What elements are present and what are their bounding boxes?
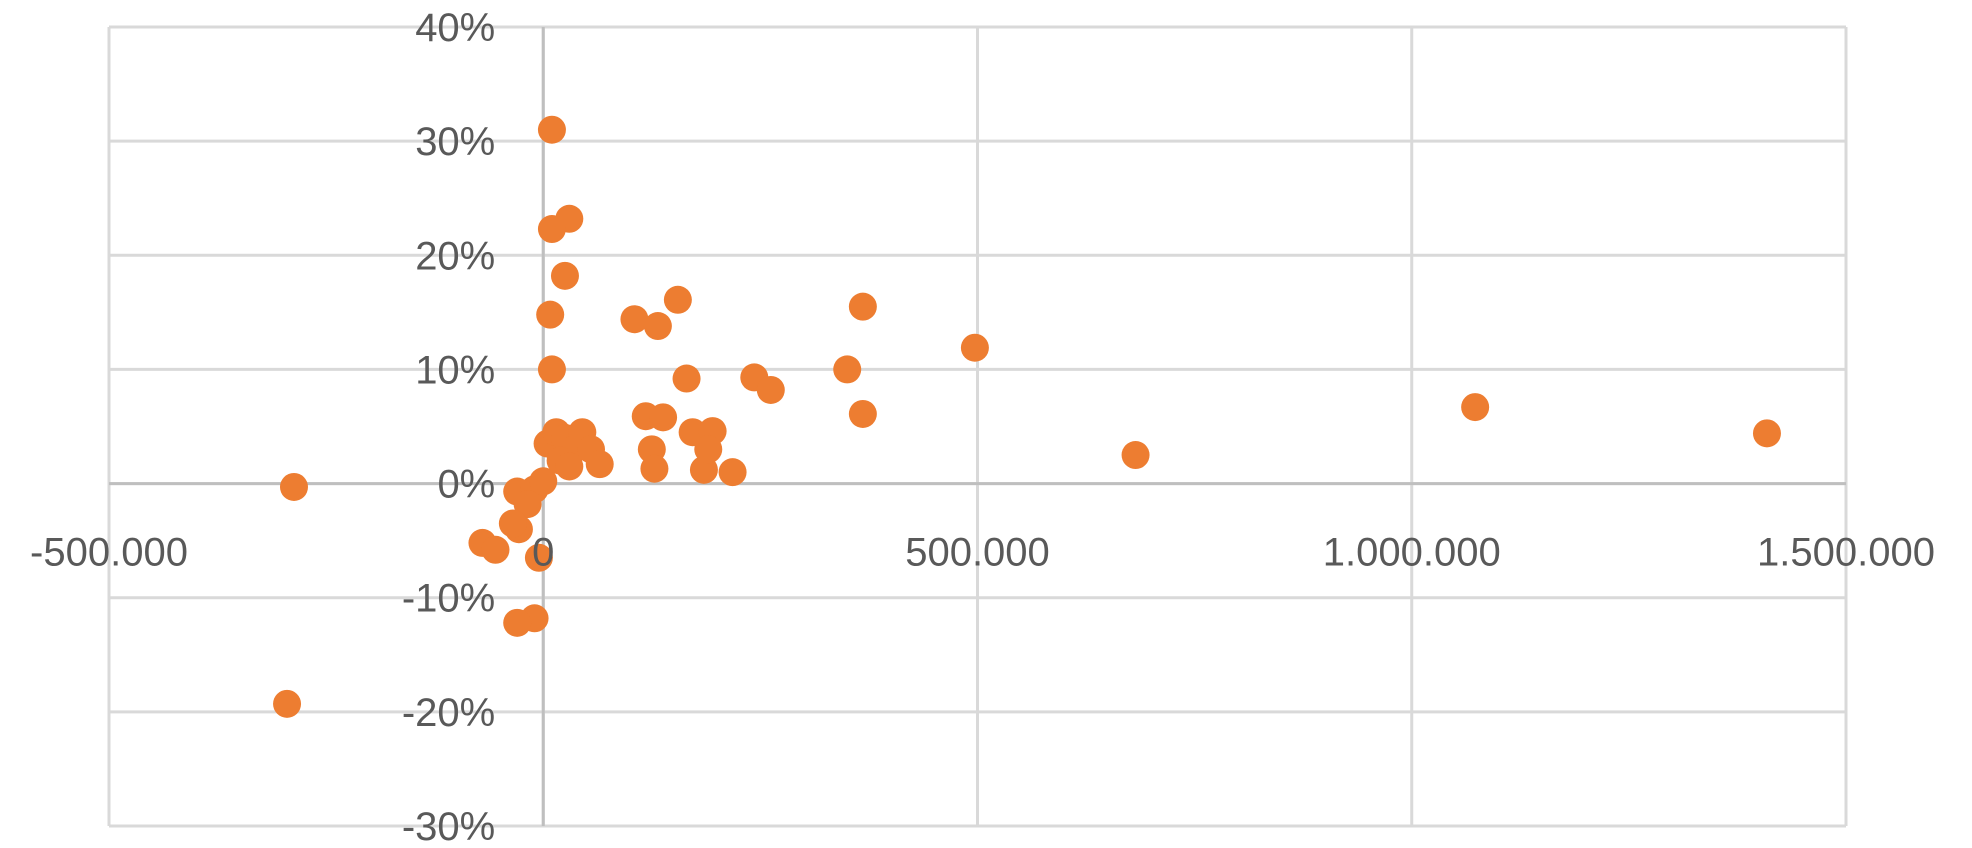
data-point [756,375,785,404]
data-points [273,115,1781,718]
data-point [537,215,566,244]
data-point [663,285,692,314]
y-tick-label: 0% [437,463,495,507]
data-point [537,355,566,384]
data-point [620,305,649,334]
data-point [498,509,527,538]
data-point [848,292,877,321]
data-point [694,435,723,464]
data-point [550,261,579,290]
axes [109,27,1846,826]
y-tick-label: 20% [415,234,495,278]
tick-labels: -30% -20% -10% 0% 10% 20% 30% 40% -500.000 0 500.0… [30,6,1935,848]
y-tick-label: 10% [415,348,495,392]
x-tick-label: 1.500.000 [1757,531,1935,575]
data-point [529,467,558,496]
data-point [649,403,678,432]
data-point [273,689,302,718]
y-tick-label: 30% [415,120,495,164]
data-point [279,472,308,501]
data-point [1752,419,1781,448]
data-point [536,300,565,329]
data-point [718,458,747,487]
data-point [513,490,542,519]
data-point [640,454,669,483]
data-point [833,355,862,384]
data-point [1461,393,1490,422]
data-point [503,608,532,637]
data-point [1121,441,1150,470]
data-point [672,364,701,393]
y-tick-label: -20% [402,691,495,735]
data-point [524,543,553,572]
x-tick-label: 0 [532,531,554,575]
x-tick-label: 500.000 [905,531,1050,575]
data-point [848,399,877,428]
y-tick-label: -30% [402,805,495,848]
y-tick-label: -10% [402,577,495,621]
data-point [585,450,614,479]
x-tick-label: -500.000 [30,531,188,575]
gridlines [107,25,1848,828]
data-point [960,333,989,362]
y-tick-label: 40% [415,6,495,50]
data-point [643,312,672,341]
data-point [537,115,566,144]
data-point [481,535,510,564]
x-tick-label: 1.000.000 [1323,531,1501,575]
data-point [555,452,584,481]
